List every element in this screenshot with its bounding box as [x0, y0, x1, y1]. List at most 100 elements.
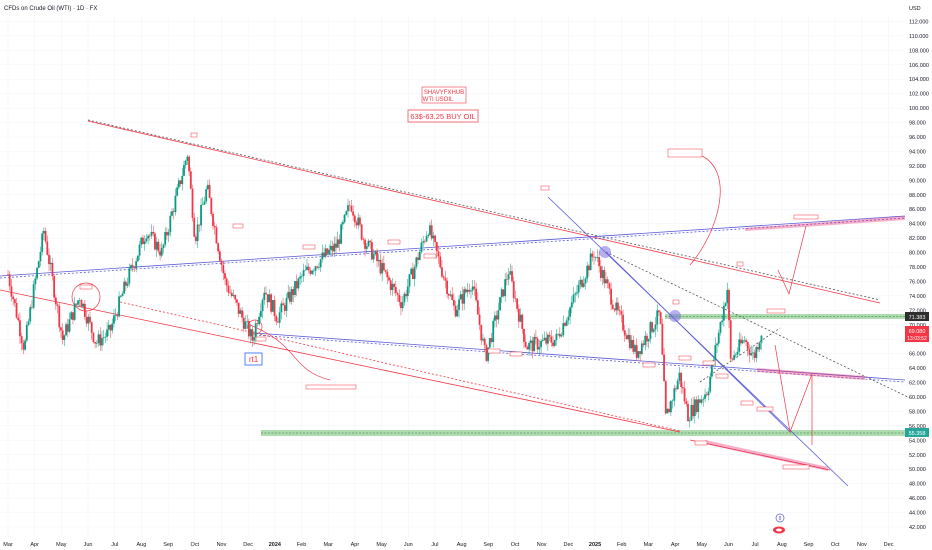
candle: [31, 299, 33, 310]
candle: [589, 248, 592, 271]
circle-1: [71, 282, 101, 312]
candle: [348, 200, 351, 212]
x-tick-label: Nov: [857, 542, 867, 548]
candle: [594, 256, 597, 262]
candle: [336, 231, 339, 248]
y-tick-label: 86.000: [909, 207, 926, 213]
candle: [743, 336, 746, 344]
candle: [606, 276, 609, 289]
candle: [333, 236, 336, 258]
candle: [34, 275, 37, 291]
candle: [306, 258, 308, 271]
candle: [247, 318, 250, 340]
timeframe-marker[interactable]: 8: [775, 513, 785, 523]
y-tick-label: 110.000: [909, 34, 928, 40]
y-tick-label: 66.000: [909, 352, 926, 358]
pink-zone-low: [705, 440, 828, 471]
candle: [659, 310, 662, 325]
candle: [603, 266, 606, 289]
candle: [48, 248, 50, 271]
candle: [405, 289, 407, 300]
candle: [560, 332, 563, 338]
candle: [724, 301, 727, 307]
candle: [635, 338, 638, 362]
candle: [459, 290, 462, 300]
candle: [593, 251, 595, 265]
candle: [101, 330, 103, 351]
candle: [60, 326, 62, 339]
candle: [198, 224, 201, 233]
candle: [280, 301, 283, 320]
candle: [36, 266, 38, 281]
candle: [401, 295, 404, 312]
candle: [688, 416, 691, 428]
svg-text:8: 8: [779, 516, 782, 522]
y-tick-label: 82.000: [909, 236, 926, 242]
x-tick-label: Sep: [163, 542, 173, 548]
candle: [283, 302, 286, 315]
candle: [285, 293, 288, 317]
candle: [42, 227, 45, 241]
candle: [357, 213, 360, 230]
x-tick-label: Apr: [351, 542, 360, 548]
candle: [386, 268, 389, 285]
candle: [171, 208, 173, 217]
candle: [369, 240, 372, 249]
candle: [427, 233, 430, 239]
candle: [572, 286, 575, 305]
y-tick-label: 80.000: [909, 251, 926, 257]
x-tick-label: May: [376, 542, 387, 548]
candle: [642, 340, 645, 348]
candle: [118, 291, 120, 318]
y-tick-label: 44.000: [909, 511, 926, 517]
candle: [702, 396, 705, 407]
candle: [690, 398, 693, 422]
candle: [446, 277, 448, 299]
grid-lines: [0, 14, 905, 537]
candle: [683, 380, 686, 405]
candle: [760, 334, 763, 350]
candle: [420, 238, 423, 254]
candle: [447, 292, 450, 300]
candle: [318, 262, 320, 271]
candle: [263, 287, 266, 305]
candle: [480, 324, 483, 345]
x-tick-label: Aug: [777, 542, 787, 548]
candle: [136, 255, 139, 262]
candle: [611, 299, 614, 310]
candle: [239, 307, 242, 315]
y-tick-label: 102.000: [909, 92, 929, 98]
candle: [709, 371, 712, 394]
y-tick-label: 92.000: [909, 164, 926, 170]
candle: [92, 332, 95, 344]
y-tick-label: 62.000: [909, 381, 926, 387]
candle: [733, 350, 736, 361]
x-tick-label: May: [697, 542, 708, 548]
candle: [44, 227, 47, 244]
candle: [741, 336, 744, 345]
candle: [540, 338, 542, 354]
candle: [512, 276, 515, 303]
candle: [587, 264, 590, 277]
candle: [444, 270, 447, 289]
candle: [617, 297, 619, 315]
candle: [114, 308, 117, 322]
candle: [538, 340, 541, 356]
candle: [200, 198, 202, 232]
candle: [396, 291, 399, 302]
candle: [10, 279, 13, 302]
candle: [726, 282, 729, 309]
candle: [17, 313, 20, 322]
candle: [95, 340, 98, 348]
pink-zone-top: [745, 216, 905, 231]
y-tick-label: 48.000: [909, 482, 926, 488]
y-tick-label: 94.000: [909, 149, 926, 155]
candle: [157, 238, 160, 254]
event-marker[interactable]: [773, 526, 785, 534]
candle: [32, 280, 35, 310]
candle: [205, 186, 208, 204]
y-tick-label: 90.000: [909, 178, 926, 184]
candle: [412, 262, 414, 280]
candle: [259, 303, 262, 322]
